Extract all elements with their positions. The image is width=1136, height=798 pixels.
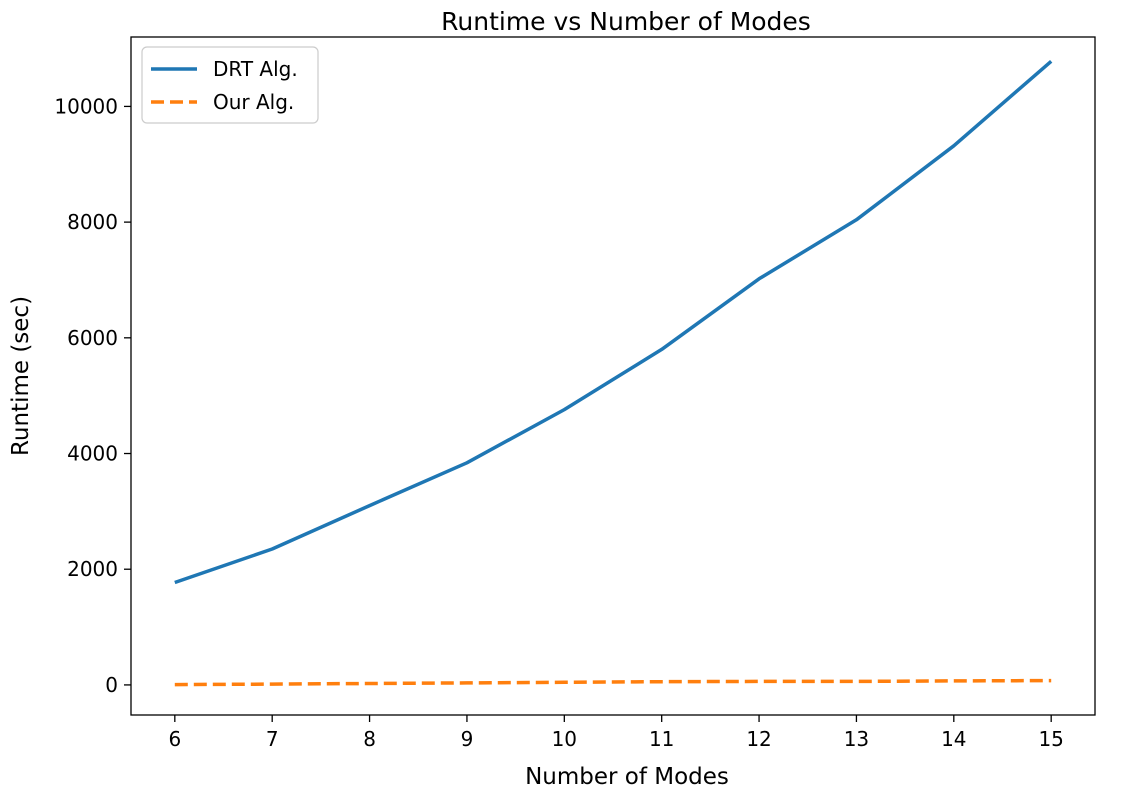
y-tick-label: 8000 <box>67 210 118 234</box>
plot-frame <box>130 36 1096 716</box>
series-line-our <box>174 678 1052 687</box>
x-tick-label: 8 <box>363 727 376 751</box>
series-lines <box>174 59 1053 687</box>
y-tick-label: 6000 <box>67 326 118 350</box>
x-tick-label: 13 <box>844 727 869 751</box>
x-axis-label: Number of Modes <box>525 764 729 790</box>
legend-label-our: Our Alg. <box>213 90 294 114</box>
x-tick-label: 11 <box>649 727 674 751</box>
chart-title: Runtime vs Number of Modes <box>441 7 811 36</box>
legend-label-drt: DRT Alg. <box>213 57 298 81</box>
x-axis: 6 7 8 9 10 11 12 13 14 15 <box>168 715 1064 751</box>
y-tick-label: 4000 <box>67 442 118 466</box>
legend: DRT Alg. Our Alg. <box>141 46 319 124</box>
x-tick-label: 10 <box>552 727 577 751</box>
x-tick-label: 15 <box>1038 727 1063 751</box>
series-line-drt <box>174 59 1053 585</box>
x-tick-label: 9 <box>461 727 474 751</box>
legend-box <box>141 46 319 124</box>
x-tick-label: 6 <box>168 727 181 751</box>
y-tick-label: 10000 <box>54 94 118 118</box>
y-tick-label: 2000 <box>67 557 118 581</box>
y-axis: 0 2000 4000 6000 8000 10000 <box>54 94 131 697</box>
x-tick-label: 7 <box>266 727 279 751</box>
y-axis-label: Runtime (sec) <box>8 296 34 456</box>
y-tick-label: 0 <box>105 673 118 697</box>
x-tick-label: 12 <box>746 727 771 751</box>
x-tick-label: 14 <box>941 727 966 751</box>
